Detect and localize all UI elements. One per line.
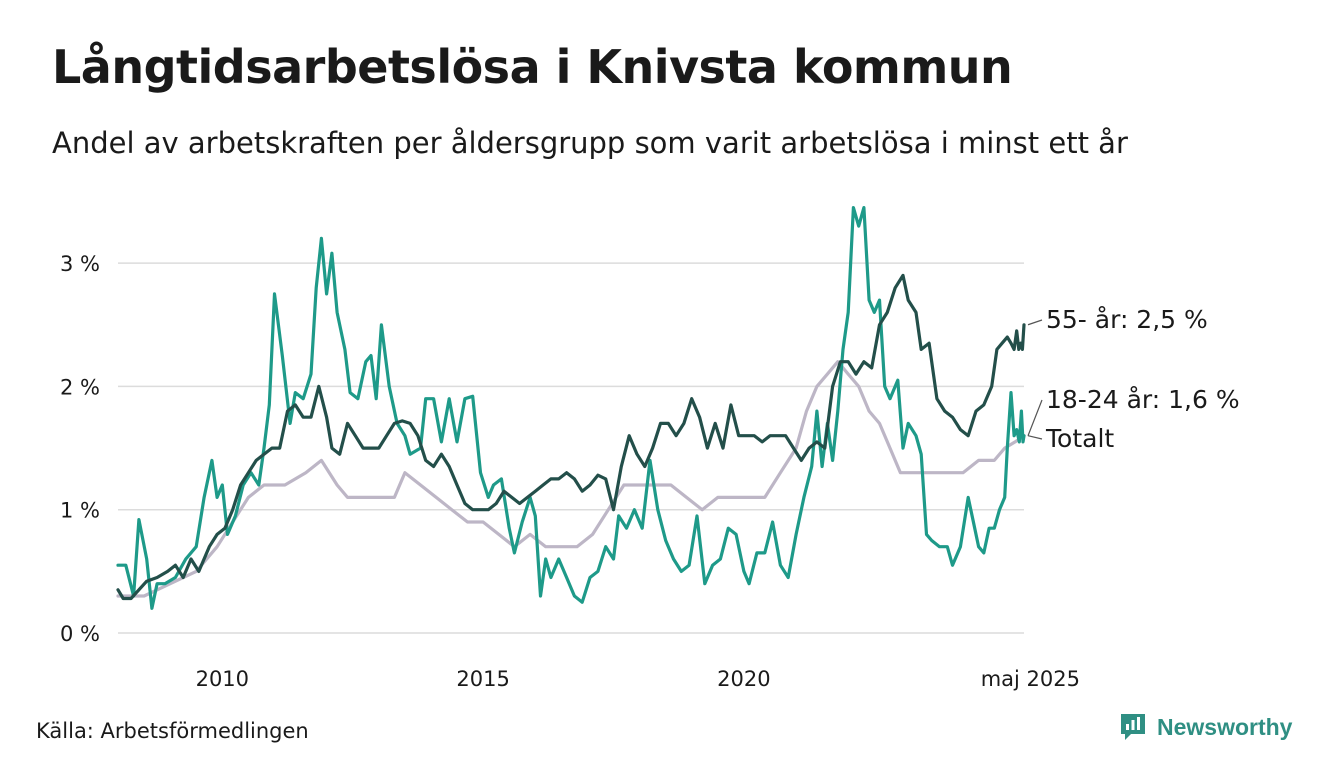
source-note: Källa: Arbetsförmedlingen <box>36 719 309 743</box>
chart-subtitle: Andel av arbetskraften per åldersgrupp s… <box>52 126 1128 160</box>
x-tick-label: 2015 <box>456 667 509 691</box>
series-label-18-24-r: 18-24 år: 1,6 % <box>1046 385 1240 414</box>
x-tick-label: maj 2025 <box>981 667 1080 691</box>
leader-line-18-24-r <box>1027 399 1043 436</box>
y-tick-label: 3 % <box>60 252 100 276</box>
series-label-55-r: 55- år: 2,5 % <box>1046 305 1208 334</box>
newsworthy-logo-icon <box>1121 714 1145 740</box>
series-line-totalt <box>116 360 1026 598</box>
brand: Newsworthy <box>1119 712 1292 742</box>
brand-name: Newsworthy <box>1157 713 1293 740</box>
x-tick-label: 2020 <box>717 667 770 691</box>
series-line-55-r <box>116 273 1026 601</box>
y-tick-label: 1 % <box>60 499 100 523</box>
leader-line-55-r <box>1027 319 1043 326</box>
series-label-totalt: Totalt <box>1045 424 1114 453</box>
x-tick-label: 2010 <box>196 667 249 691</box>
y-tick-label: 0 % <box>60 622 100 646</box>
series-line-18-24-r <box>116 206 1026 610</box>
chart-title: Långtidsarbetslösa i Knivsta kommun <box>52 40 1013 94</box>
y-tick-label: 2 % <box>60 375 100 399</box>
leader-line-totalt <box>1027 435 1043 440</box>
